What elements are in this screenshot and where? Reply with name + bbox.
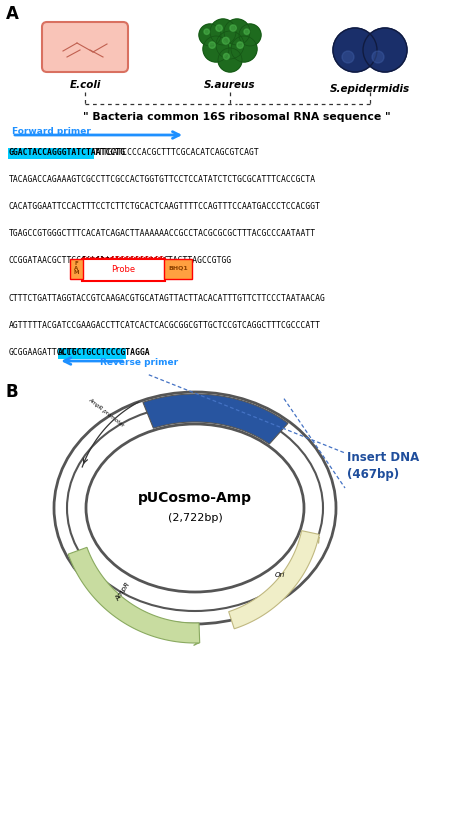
Circle shape [239, 24, 261, 46]
Circle shape [218, 48, 242, 72]
Circle shape [203, 36, 229, 62]
Text: CTTTCTGATTAGGTACCGTCAAGACGTGCATAGTTACTTACACATTTGTTCTTCCCTAATAACAG: CTTTCTGATTAGGTACCGTCAAGACGTGCATAGTTACTTA… [9, 294, 326, 303]
Text: GGACTACCAGGGTATCTAATCCTG: GGACTACCAGGGTATCTAATCCTG [9, 148, 126, 157]
Text: CCGGATAACGCTTGCCACCTA: CCGGATAACGCTTGCCACCTA [9, 256, 111, 265]
Circle shape [210, 19, 236, 45]
Ellipse shape [54, 392, 336, 624]
Text: " Bacteria common 16S ribosomal RNA sequence ": " Bacteria common 16S ribosomal RNA sequ… [83, 112, 391, 122]
Text: Forward primer: Forward primer [12, 127, 91, 136]
Text: AmpR promoter: AmpR promoter [87, 396, 125, 427]
Text: S.aureus: S.aureus [204, 80, 256, 90]
Text: A: A [6, 5, 19, 23]
Ellipse shape [86, 424, 304, 592]
Text: S.epidermidis: S.epidermidis [330, 84, 410, 94]
Bar [164, 259, 192, 279]
Text: E.coli: E.coli [69, 80, 100, 90]
Circle shape [204, 29, 210, 35]
Bar [82, 259, 165, 281]
Text: (467bp): (467bp) [347, 468, 399, 481]
Circle shape [372, 51, 384, 63]
Circle shape [333, 28, 377, 72]
Circle shape [244, 29, 249, 35]
Circle shape [209, 42, 215, 48]
Text: CGTATTACCGCGGCTGCTGGCAC: CGTATTACCGCGGCTGCTGGCAC [83, 256, 195, 265]
Text: BHQ1: BHQ1 [168, 266, 188, 270]
Polygon shape [228, 531, 319, 629]
Ellipse shape [86, 424, 304, 592]
Bar [70, 259, 83, 279]
Polygon shape [143, 394, 288, 444]
Circle shape [231, 36, 257, 62]
Ellipse shape [54, 392, 336, 624]
Polygon shape [68, 547, 200, 643]
FancyBboxPatch shape [42, 22, 128, 72]
Text: TTTGATCCCCACGCTTTCGCACATCAGCGTCAGT: TTTGATCCCCACGCTTTCGCACATCAGCGTCAGT [93, 148, 259, 157]
Circle shape [224, 19, 250, 45]
Text: CACATGGAATTCCACTTTCCTCTTCTGCACTCAAGTTTTCCAGTTTCCAATGACCCTCCACGGT: CACATGGAATTCCACTTTCCTCTTCTGCACTCAAGTTTTC… [9, 202, 321, 211]
Text: B: B [6, 383, 18, 401]
Text: F
A
M: F A M [73, 261, 79, 275]
Circle shape [216, 25, 222, 31]
Text: GCGGAAGATTCCCT: GCGGAAGATTCCCT [9, 348, 77, 357]
Bar [8, 148, 94, 159]
Text: AmpR: AmpR [114, 581, 131, 602]
Text: TGAGCCGTGGGCTTTCACATCAGACTTAAAAAACCGCCTACGCGCGCTTTACGCCCAATAATT: TGAGCCGTGGGCTTTCACATCAGACTTAAAAAACCGCCTA… [9, 229, 316, 238]
Circle shape [199, 24, 221, 46]
Text: ACTGCTGCCTCCCGTAGGA: ACTGCTGCCTCCCGTAGGA [58, 348, 151, 357]
Text: pUCosmo-Amp: pUCosmo-Amp [138, 491, 252, 505]
Text: Ori: Ori [274, 572, 285, 578]
Bar [58, 348, 126, 359]
Ellipse shape [67, 405, 323, 611]
Circle shape [230, 25, 237, 31]
Text: AGTTTTTACGATCCGAAGACCTTCATCACTCACGCGGCGTTGCTCCGTCAGGCTTTCGCCCATT: AGTTTTTACGATCCGAAGACCTTCATCACTCACGCGGCGT… [9, 321, 321, 330]
Circle shape [223, 53, 229, 59]
Circle shape [237, 42, 243, 48]
Circle shape [222, 37, 229, 44]
Text: (2,722bp): (2,722bp) [168, 513, 222, 523]
Circle shape [363, 28, 407, 72]
Text: Insert DNA: Insert DNA [347, 451, 419, 464]
Text: GTAGTTAGCCGTGG: GTAGTTAGCCGTGG [164, 256, 232, 265]
Circle shape [342, 51, 354, 63]
Text: Probe: Probe [111, 266, 136, 275]
Text: Reverse primer: Reverse primer [100, 358, 178, 367]
Text: TACAGACCAGAAAGTCGCCTTCGCCACTGGTGTTCCTCCATATCTCTGCGCATTTCACCGCTA: TACAGACCAGAAAGTCGCCTTCGCCACTGGTGTTCCTCCA… [9, 175, 316, 184]
Bar [83, 256, 165, 267]
Circle shape [216, 31, 244, 59]
